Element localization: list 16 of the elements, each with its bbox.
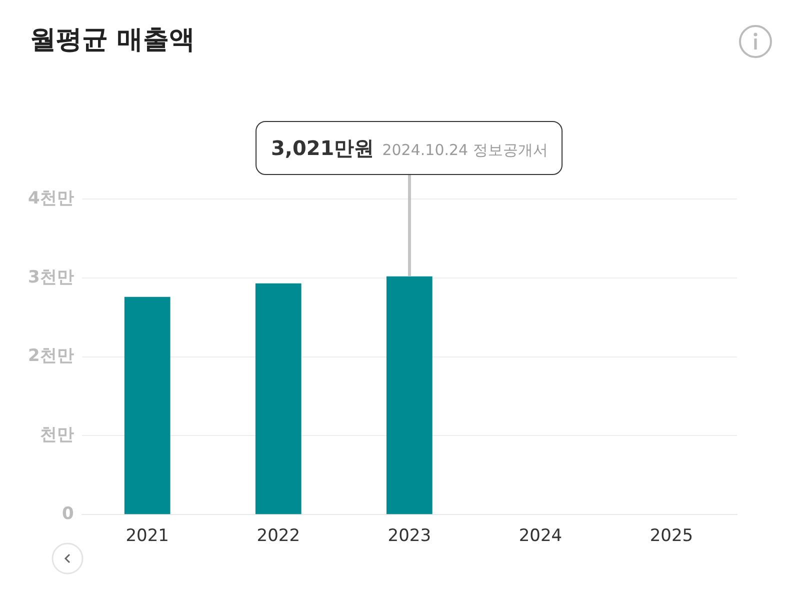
x-tick-label: 2025	[650, 526, 694, 546]
text: 2024.10.24 정보공개서	[382, 141, 548, 159]
y-tick-label: 천만	[40, 425, 74, 446]
x-tick-label: 2023	[388, 526, 432, 546]
chart-title: 월평균 매출액	[30, 24, 196, 57]
y-tick-label: 2천만	[28, 346, 74, 366]
text: 3,021만원	[270, 136, 374, 160]
bar	[386, 276, 432, 514]
bar	[255, 283, 302, 514]
x-tick-label: 2024	[518, 526, 562, 546]
y-tick-label: 3천만	[28, 267, 74, 288]
y-tick-label: 0	[62, 504, 74, 524]
bar	[124, 296, 170, 514]
y-tick-label: 4천만	[28, 188, 74, 208]
x-tick-label: 2022	[256, 526, 300, 546]
x-tick-label: 2021	[126, 526, 169, 546]
